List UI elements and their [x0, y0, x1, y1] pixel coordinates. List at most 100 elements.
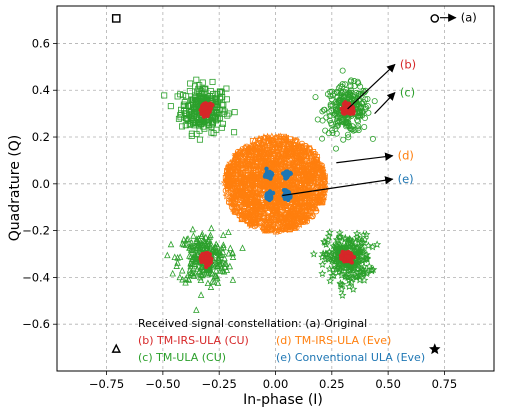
data-point	[208, 123, 215, 130]
data-point	[251, 136, 258, 143]
data-point	[232, 155, 239, 162]
data-point	[342, 258, 347, 264]
legend-entry: (d) TM-IRS-ULA (Eve)	[276, 334, 391, 347]
data-point	[321, 181, 328, 188]
data-point	[187, 80, 194, 87]
data-point	[336, 98, 343, 105]
data-point	[265, 157, 272, 164]
data-point	[199, 230, 206, 238]
data-point	[354, 234, 363, 243]
data-point	[301, 214, 308, 221]
data-point	[318, 260, 327, 268]
data-point	[341, 272, 350, 281]
series-group	[111, 14, 441, 355]
data-point	[282, 212, 290, 220]
x-tick-label: 0.50	[375, 377, 401, 391]
data-point	[288, 202, 295, 209]
data-point	[241, 178, 248, 185]
data-point	[308, 212, 316, 219]
data-point	[324, 235, 333, 244]
data-point	[304, 169, 311, 177]
data-point	[180, 101, 187, 108]
data-point	[259, 133, 268, 141]
data-point	[336, 97, 343, 104]
data-point	[359, 90, 366, 97]
data-point	[253, 161, 260, 168]
data-point	[267, 210, 275, 217]
data-point	[200, 251, 205, 257]
data-point	[329, 127, 336, 134]
data-point	[322, 127, 329, 134]
data-point	[348, 77, 355, 84]
data-point	[207, 283, 215, 290]
data-point	[237, 163, 244, 170]
data-point	[200, 241, 207, 248]
series-group	[198, 100, 357, 270]
data-point	[291, 197, 299, 204]
data-point	[231, 129, 238, 136]
data-point	[198, 88, 205, 95]
data-point	[231, 109, 238, 116]
data-point	[237, 185, 244, 192]
original-symbol-point	[429, 343, 441, 355]
data-point	[359, 112, 366, 119]
data-point	[341, 119, 348, 126]
data-point	[303, 194, 310, 201]
data-point	[193, 76, 200, 83]
data-point	[186, 252, 193, 259]
data-point	[268, 222, 275, 230]
data-point	[252, 150, 260, 158]
data-point	[265, 141, 272, 148]
data-point	[247, 179, 256, 188]
series-group	[220, 132, 330, 235]
data-point	[249, 137, 256, 144]
data-point	[192, 92, 199, 99]
data-point	[326, 276, 335, 285]
data-point	[190, 271, 197, 279]
data-point	[229, 276, 237, 283]
data-point	[314, 116, 321, 123]
data-point	[188, 245, 196, 252]
data-point	[343, 100, 348, 105]
data-point	[317, 192, 324, 199]
data-point	[211, 248, 218, 255]
data-point	[198, 95, 205, 102]
original-symbol-point	[111, 14, 121, 23]
data-point	[275, 180, 283, 187]
data-point	[180, 92, 187, 99]
data-point	[346, 249, 351, 255]
data-point	[210, 130, 217, 137]
data-point	[349, 93, 356, 100]
data-point	[291, 193, 301, 201]
annotation-arrow	[282, 176, 394, 197]
data-point	[364, 95, 371, 102]
x-tick-label: 0.00	[263, 377, 289, 391]
data-point	[339, 67, 346, 74]
data-point	[209, 262, 216, 270]
data-point	[368, 242, 377, 251]
data-point	[193, 264, 201, 272]
data-point	[313, 192, 322, 200]
data-point	[209, 78, 216, 85]
data-point	[318, 269, 327, 278]
data-point	[333, 259, 342, 268]
annotation-label: (d)	[398, 149, 414, 163]
data-point	[334, 245, 343, 254]
data-point	[266, 159, 275, 167]
data-point	[266, 220, 273, 227]
data-point	[367, 266, 376, 275]
data-point	[196, 136, 203, 143]
x-tick-label: 0.75	[432, 377, 458, 391]
data-point	[245, 189, 252, 196]
data-point	[205, 113, 210, 119]
data-point	[224, 163, 233, 171]
data-point	[282, 148, 289, 155]
data-point	[199, 79, 206, 86]
data-point	[310, 173, 317, 181]
data-point	[371, 98, 378, 105]
data-point	[239, 214, 246, 221]
annotation-label: (e)	[398, 172, 414, 186]
data-point	[350, 105, 356, 111]
data-point	[238, 153, 246, 161]
data-point	[340, 249, 345, 255]
